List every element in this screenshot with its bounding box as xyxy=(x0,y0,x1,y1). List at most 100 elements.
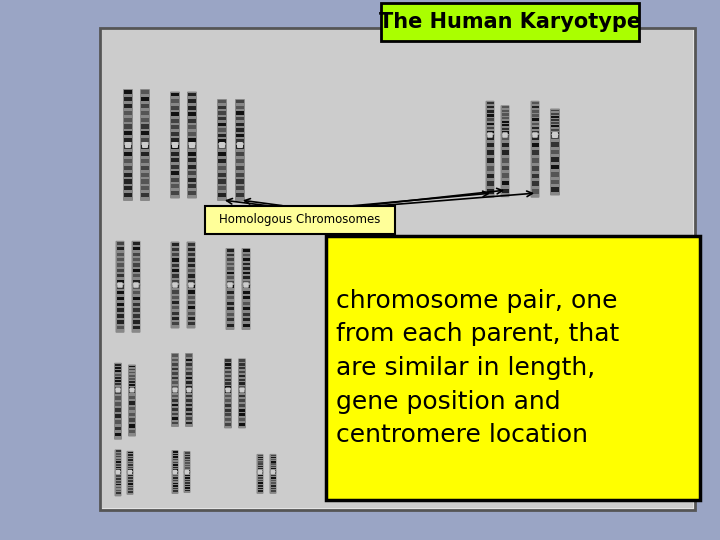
FancyBboxPatch shape xyxy=(141,172,149,177)
FancyBboxPatch shape xyxy=(115,408,121,412)
FancyBboxPatch shape xyxy=(538,486,542,488)
FancyBboxPatch shape xyxy=(117,264,124,267)
FancyBboxPatch shape xyxy=(115,383,121,386)
FancyBboxPatch shape xyxy=(173,469,178,471)
FancyBboxPatch shape xyxy=(258,463,263,465)
FancyBboxPatch shape xyxy=(227,323,233,327)
FancyBboxPatch shape xyxy=(171,125,179,129)
FancyBboxPatch shape xyxy=(188,99,196,103)
FancyBboxPatch shape xyxy=(115,421,121,424)
FancyBboxPatch shape xyxy=(225,388,230,393)
FancyBboxPatch shape xyxy=(531,173,539,178)
FancyBboxPatch shape xyxy=(171,92,179,97)
FancyBboxPatch shape xyxy=(115,469,120,471)
FancyBboxPatch shape xyxy=(478,460,482,461)
FancyBboxPatch shape xyxy=(271,455,276,456)
FancyBboxPatch shape xyxy=(538,481,542,482)
FancyBboxPatch shape xyxy=(184,482,189,483)
FancyBboxPatch shape xyxy=(218,193,226,197)
FancyBboxPatch shape xyxy=(184,464,189,466)
FancyBboxPatch shape xyxy=(187,312,194,315)
FancyBboxPatch shape xyxy=(538,470,542,474)
FancyBboxPatch shape xyxy=(173,477,178,479)
FancyBboxPatch shape xyxy=(243,291,250,294)
FancyBboxPatch shape xyxy=(171,291,179,294)
FancyBboxPatch shape xyxy=(551,132,559,134)
FancyBboxPatch shape xyxy=(115,414,121,418)
FancyBboxPatch shape xyxy=(328,477,333,479)
FancyBboxPatch shape xyxy=(186,241,196,286)
FancyBboxPatch shape xyxy=(132,308,140,312)
FancyBboxPatch shape xyxy=(115,456,120,457)
FancyBboxPatch shape xyxy=(478,458,482,459)
FancyBboxPatch shape xyxy=(239,360,245,362)
FancyBboxPatch shape xyxy=(172,390,178,393)
FancyBboxPatch shape xyxy=(173,451,178,453)
FancyBboxPatch shape xyxy=(340,461,344,462)
FancyBboxPatch shape xyxy=(186,417,192,420)
FancyBboxPatch shape xyxy=(186,390,192,393)
FancyBboxPatch shape xyxy=(132,264,140,267)
FancyBboxPatch shape xyxy=(239,409,245,411)
FancyBboxPatch shape xyxy=(271,485,276,487)
FancyBboxPatch shape xyxy=(328,457,333,458)
FancyBboxPatch shape xyxy=(531,118,539,121)
FancyBboxPatch shape xyxy=(117,326,124,329)
Text: chromosome pair, one
from each parent, that
are similar in length,
gene position: chromosome pair, one from each parent, t… xyxy=(336,289,619,447)
FancyBboxPatch shape xyxy=(124,118,132,122)
FancyBboxPatch shape xyxy=(502,120,508,123)
FancyBboxPatch shape xyxy=(127,467,132,469)
FancyBboxPatch shape xyxy=(189,142,195,148)
FancyBboxPatch shape xyxy=(328,472,333,474)
FancyBboxPatch shape xyxy=(243,258,250,261)
FancyBboxPatch shape xyxy=(551,122,559,124)
FancyBboxPatch shape xyxy=(225,423,231,426)
FancyBboxPatch shape xyxy=(538,472,542,474)
FancyBboxPatch shape xyxy=(184,484,189,486)
FancyBboxPatch shape xyxy=(487,166,493,171)
FancyBboxPatch shape xyxy=(236,100,244,103)
FancyBboxPatch shape xyxy=(550,109,560,136)
FancyBboxPatch shape xyxy=(551,119,559,121)
FancyBboxPatch shape xyxy=(184,480,189,481)
FancyBboxPatch shape xyxy=(172,422,178,424)
FancyBboxPatch shape xyxy=(551,116,559,118)
FancyBboxPatch shape xyxy=(538,492,542,494)
FancyBboxPatch shape xyxy=(117,247,124,251)
FancyBboxPatch shape xyxy=(258,488,263,489)
FancyBboxPatch shape xyxy=(171,132,179,136)
FancyBboxPatch shape xyxy=(129,401,135,405)
FancyBboxPatch shape xyxy=(187,295,194,299)
FancyBboxPatch shape xyxy=(531,166,539,171)
FancyBboxPatch shape xyxy=(171,317,179,320)
FancyBboxPatch shape xyxy=(117,308,124,312)
FancyBboxPatch shape xyxy=(551,187,559,192)
FancyBboxPatch shape xyxy=(130,388,135,393)
FancyBboxPatch shape xyxy=(171,171,179,175)
FancyBboxPatch shape xyxy=(550,134,560,195)
FancyBboxPatch shape xyxy=(172,142,178,148)
FancyBboxPatch shape xyxy=(129,366,135,367)
FancyBboxPatch shape xyxy=(551,135,559,139)
FancyBboxPatch shape xyxy=(225,395,231,397)
FancyBboxPatch shape xyxy=(132,242,140,245)
FancyBboxPatch shape xyxy=(127,477,132,479)
FancyBboxPatch shape xyxy=(117,314,124,318)
FancyBboxPatch shape xyxy=(172,413,178,415)
FancyBboxPatch shape xyxy=(502,135,508,140)
FancyBboxPatch shape xyxy=(171,259,179,261)
FancyBboxPatch shape xyxy=(243,307,250,310)
FancyBboxPatch shape xyxy=(239,379,245,381)
FancyBboxPatch shape xyxy=(125,142,131,148)
FancyBboxPatch shape xyxy=(171,253,179,256)
FancyBboxPatch shape xyxy=(171,99,179,103)
FancyBboxPatch shape xyxy=(115,481,120,483)
FancyBboxPatch shape xyxy=(115,241,125,286)
FancyBboxPatch shape xyxy=(328,467,333,468)
FancyBboxPatch shape xyxy=(531,181,539,186)
FancyBboxPatch shape xyxy=(142,142,148,148)
FancyBboxPatch shape xyxy=(117,269,124,272)
FancyBboxPatch shape xyxy=(227,318,233,321)
FancyBboxPatch shape xyxy=(340,487,344,488)
FancyBboxPatch shape xyxy=(141,186,149,191)
